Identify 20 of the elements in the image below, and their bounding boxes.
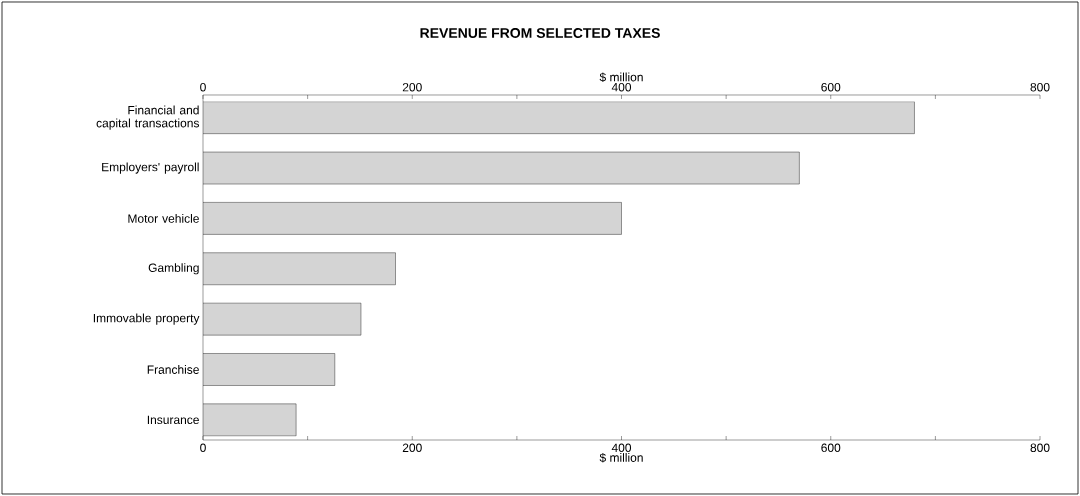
x-axis-title: $ million bbox=[599, 452, 643, 463]
y-tick-label: Motor vehicle bbox=[128, 214, 199, 223]
chart-title: REVENUE FROM SELECTED TAXES bbox=[420, 28, 660, 38]
y-tick-label: Franchise bbox=[147, 365, 199, 374]
y-tick-label: Financial and capital transactions bbox=[96, 105, 200, 130]
x2-tick-label: 400 bbox=[611, 82, 632, 92]
y-tick-label: Insurance bbox=[147, 415, 199, 425]
x-tick-label: 400 bbox=[611, 443, 632, 453]
x-tick-label: 200 bbox=[402, 443, 422, 453]
x2-tick-label: 800 bbox=[1030, 82, 1050, 92]
x-tick-label: 600 bbox=[821, 443, 841, 453]
x-tick-label: 0 bbox=[200, 443, 206, 453]
x2-axis-title: $ million bbox=[599, 72, 643, 83]
y-tick-label: Immovable property bbox=[93, 313, 200, 325]
y-tick-label: Gambling bbox=[148, 263, 199, 275]
y-tick-label: Employers' payroll bbox=[102, 162, 199, 174]
x-tick-label: 800 bbox=[1030, 443, 1050, 453]
x2-tick-label: 0 bbox=[200, 82, 206, 92]
x2-tick-label: 600 bbox=[821, 82, 841, 92]
x2-tick-label: 200 bbox=[402, 82, 422, 92]
